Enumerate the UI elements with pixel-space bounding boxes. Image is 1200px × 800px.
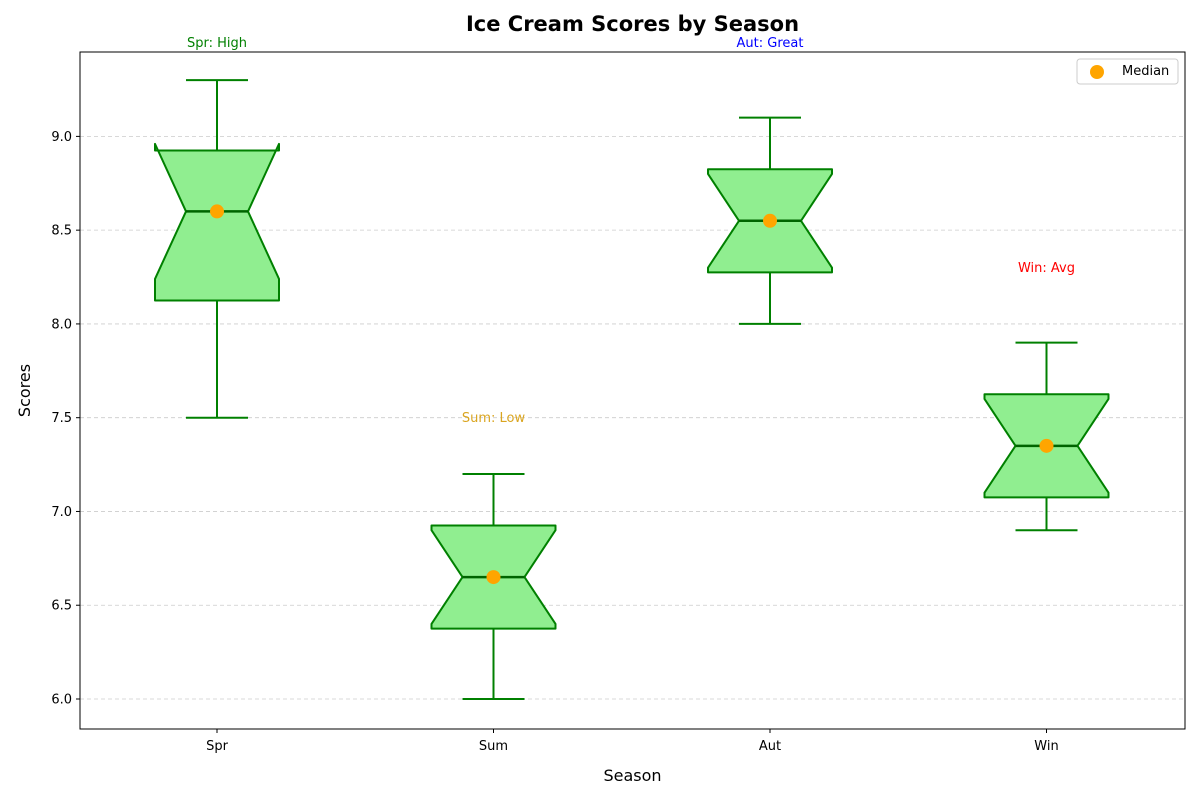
y-tick-label: 6.0 [51,692,72,707]
y-tick-label: 8.0 [51,317,72,332]
annotation-text: Sum: Low [462,411,526,426]
x-tick-label: Aut [759,739,781,754]
legend-marker [1090,65,1104,79]
plot-area-frame [79,51,1186,730]
annotation-layer: Spr: High Sum: Low Aut: Great Win: Avg [187,36,1075,426]
annotation-text: Win: Avg [1018,261,1075,276]
x-tick-label: Sum [479,739,508,754]
x-axis-label: Season [603,766,661,785]
legend-label: Median [1122,64,1169,79]
x-tick-label: Spr [206,739,229,754]
y-tick-label: 8.5 [51,224,72,239]
annotation-text: Aut: Great [737,36,804,51]
x-tick-label: Win [1034,739,1058,754]
y-axis-label: Scores [15,364,34,417]
y-tick-label: 7.0 [51,505,72,520]
box-layer [154,79,1110,700]
y-tick-label: 9.0 [51,130,72,145]
y-tick-label: 6.5 [51,599,72,614]
median-marker [486,570,501,585]
median-marker [1039,438,1054,453]
legend-box [1076,58,1179,85]
tick-layer: 6.0 6.5 7.0 7.5 8.0 8.5 9.0 Spr Sum Aut Win [51,130,1058,754]
notched-box [154,142,280,302]
y-tick-label: 7.5 [51,411,72,426]
chart-title: Ice Cream Scores by Season [466,12,799,36]
median-marker [763,213,777,228]
annotation-text: Spr: High [187,36,247,51]
median-marker [210,204,224,219]
legend: Median [1076,58,1179,85]
